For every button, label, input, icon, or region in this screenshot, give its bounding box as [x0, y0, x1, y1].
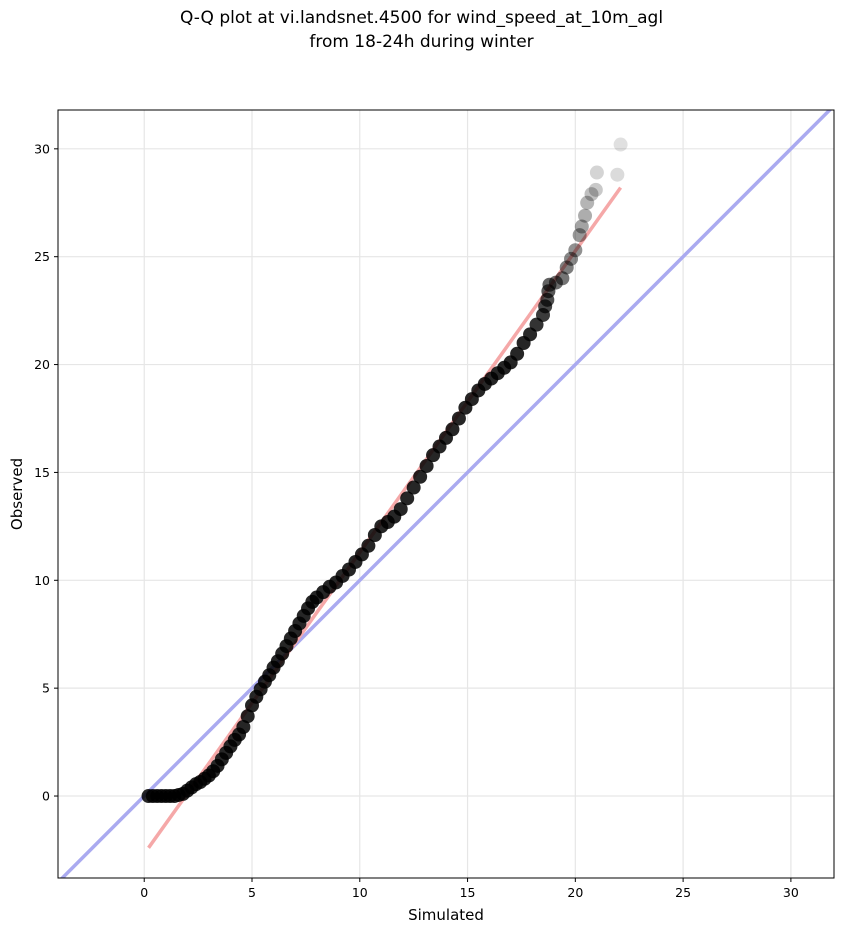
qq-point	[445, 422, 460, 437]
x-tick-label: 5	[248, 885, 256, 900]
qq-point	[589, 165, 604, 180]
y-tick-label: 30	[34, 141, 50, 156]
qq-point	[555, 271, 570, 286]
y-tick-label: 15	[34, 465, 50, 480]
y-tick-label: 25	[34, 249, 50, 264]
x-axis-label: Simulated	[408, 906, 484, 924]
qq-point	[413, 469, 428, 484]
qq-point	[574, 219, 589, 234]
qq-point	[393, 502, 408, 517]
qq-point	[610, 167, 625, 182]
qq-point	[451, 411, 466, 426]
chart-title-line-1: Q-Q plot at vi.landsnet.4500 for wind_sp…	[179, 8, 664, 28]
one-to-one-line	[59, 110, 833, 878]
axis-ticks: 0 5 10 15 20 25 30 0 5 10 15 20 25 30	[34, 141, 799, 900]
y-tick-label: 20	[34, 357, 50, 372]
plot-frame	[57, 109, 835, 879]
qq-point	[406, 480, 421, 495]
y-axis-label: Observed	[8, 458, 26, 530]
qq-point	[510, 346, 525, 361]
qq-point	[588, 182, 603, 197]
x-tick-label: 10	[352, 885, 368, 900]
qq-point	[564, 251, 579, 266]
x-tick-label: 0	[140, 885, 148, 900]
y-tick-label: 10	[34, 573, 50, 588]
qq-point	[568, 243, 583, 258]
x-tick-label: 30	[783, 885, 799, 900]
x-tick-label: 25	[675, 885, 691, 900]
qq-point	[580, 195, 595, 210]
quantile-points	[141, 137, 628, 804]
qq-point	[613, 137, 628, 152]
y-tick-label: 5	[42, 681, 50, 696]
qq-point	[559, 260, 574, 275]
qq-point	[236, 719, 251, 734]
x-tick-label: 20	[567, 885, 583, 900]
y-tick-label: 0	[42, 789, 50, 804]
qq-point	[572, 228, 587, 243]
qq-point	[578, 208, 593, 223]
qq-point	[361, 538, 376, 553]
qq-point	[400, 491, 415, 506]
chart-title-line-2: from 18-24h during winter	[309, 32, 534, 52]
qq-point	[584, 187, 599, 202]
qq-point	[240, 709, 255, 724]
qq-point	[419, 458, 434, 473]
x-tick-label: 15	[460, 885, 476, 900]
